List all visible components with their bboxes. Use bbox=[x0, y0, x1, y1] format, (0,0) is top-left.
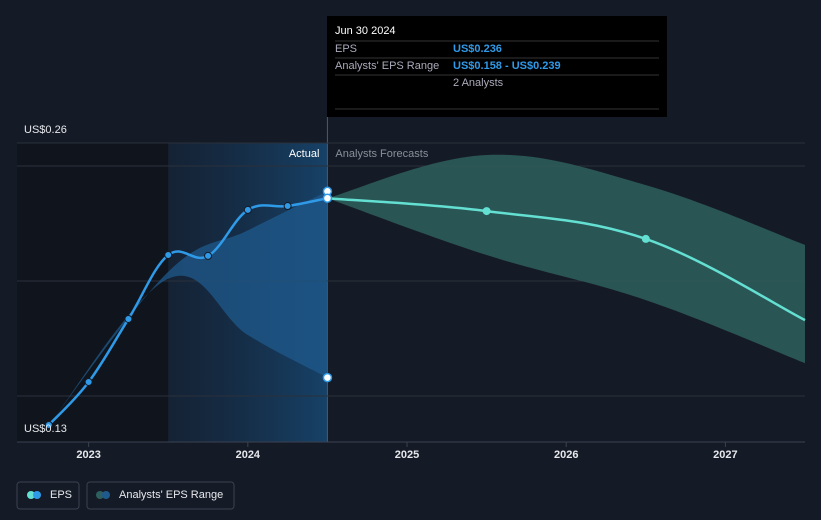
forecast-label: Analysts Forecasts bbox=[335, 148, 428, 160]
eps-point bbox=[44, 420, 53, 429]
tooltip-box bbox=[327, 16, 667, 117]
tooltip-analysts: 2 Analysts bbox=[453, 77, 504, 89]
range-band bbox=[48, 191, 328, 425]
eps-point bbox=[164, 251, 173, 260]
legend-label: EPS bbox=[50, 489, 72, 501]
x-tick-label: 2024 bbox=[236, 449, 261, 461]
past-region bbox=[17, 143, 169, 442]
legend-eps[interactable]: EPS bbox=[16, 481, 80, 510]
tooltip-range-value: US$0.158 - US$0.239 bbox=[453, 60, 561, 72]
forecast-line bbox=[327, 196, 806, 322]
tooltip-range-label: Analysts' EPS Range bbox=[335, 60, 439, 72]
range-low-point bbox=[322, 372, 333, 383]
legend-label: Analysts' EPS Range bbox=[119, 489, 223, 501]
forecast-point bbox=[641, 234, 650, 243]
current-point bbox=[322, 193, 333, 203]
x-tick-label: 2025 bbox=[395, 449, 419, 461]
legend-swatch bbox=[96, 491, 104, 499]
tooltip: Jun 30 2024 EPS US$0.236 Analysts' EPS R… bbox=[327, 16, 667, 117]
eps-line bbox=[47, 196, 328, 426]
legend-swatch bbox=[33, 491, 41, 499]
actual-label: Actual bbox=[289, 148, 320, 160]
x-tick-label: 2026 bbox=[554, 449, 578, 461]
y-tick-label: US$0.26 bbox=[24, 124, 67, 136]
y-tick-label: US$0.13 bbox=[24, 423, 67, 435]
tooltip-date: Jun 30 2024 bbox=[335, 25, 396, 37]
eps-point bbox=[204, 251, 213, 260]
legend-swatch bbox=[27, 491, 35, 499]
forecast-point bbox=[482, 207, 491, 216]
legend-button[interactable] bbox=[86, 481, 235, 510]
legend-range[interactable]: Analysts' EPS Range bbox=[86, 481, 235, 510]
legend-swatch bbox=[102, 491, 110, 499]
eps-point bbox=[283, 202, 292, 211]
tooltip-eps-value: US$0.236 bbox=[453, 43, 502, 55]
eps-point bbox=[124, 314, 133, 323]
x-tick-label: 2027 bbox=[713, 449, 737, 461]
tooltip-eps-label: EPS bbox=[335, 43, 357, 55]
legend-button[interactable] bbox=[16, 481, 80, 510]
legend: EPS Analysts' EPS Range bbox=[16, 481, 235, 510]
eps-point bbox=[84, 377, 93, 386]
x-tick-label: 2023 bbox=[76, 449, 100, 461]
eps-point bbox=[243, 205, 252, 214]
